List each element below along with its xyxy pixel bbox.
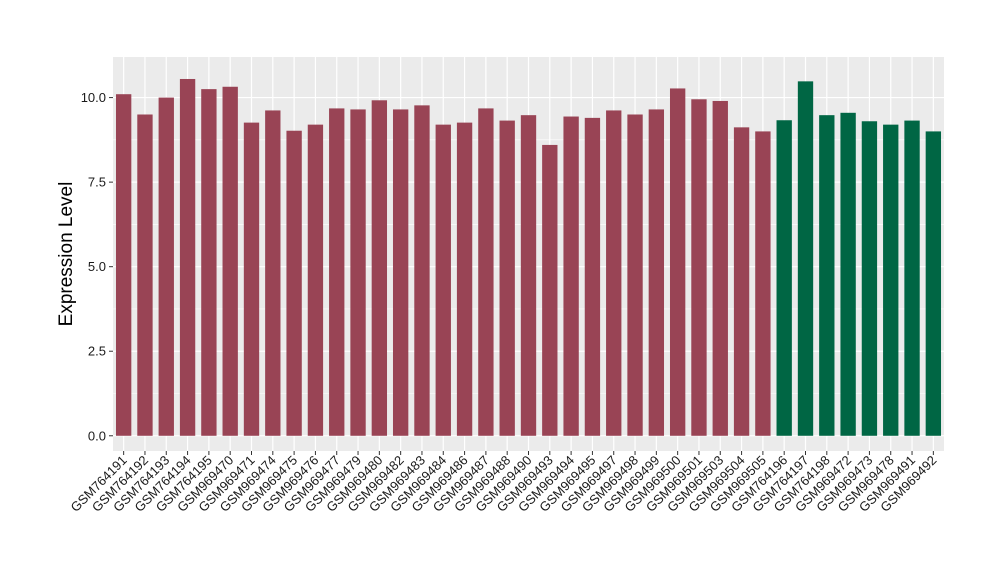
bar-GSM969504 (733, 127, 750, 436)
y-axis-title: Expression Level (56, 182, 77, 327)
y-tick-label: 5.0 (88, 259, 106, 274)
bar-GSM969472 (840, 112, 856, 436)
bar-GSM969479 (350, 109, 366, 436)
bar-GSM764197 (797, 81, 814, 436)
bar-GSM969474 (265, 110, 281, 436)
y-tick-label: 7.5 (88, 175, 106, 190)
bar-GSM969476 (307, 124, 324, 436)
bar-GSM969488 (499, 120, 515, 436)
x-axis: GSM764191GSM764192GSM764193GSM764194GSM7… (68, 451, 939, 515)
bar-GSM969482 (392, 109, 409, 436)
bar-GSM969498 (627, 114, 643, 436)
bar-GSM969477 (329, 108, 345, 436)
bar-GSM764195 (201, 89, 217, 436)
bars-group (115, 78, 942, 436)
bar-GSM764193 (158, 97, 174, 436)
bar-GSM969487 (478, 108, 494, 436)
bar-GSM969499 (648, 109, 665, 436)
bar-GSM969478 (883, 124, 899, 436)
bar-GSM969491 (904, 120, 920, 436)
bar-GSM969500 (669, 88, 686, 436)
bar-GSM969475 (286, 130, 302, 436)
bar-GSM969494 (563, 116, 579, 436)
bar-GSM969490 (520, 115, 537, 436)
bar-GSM764191 (115, 94, 132, 436)
bar-GSM969495 (584, 117, 601, 436)
bar-GSM764192 (137, 114, 153, 436)
bar-GSM969501 (691, 99, 707, 436)
bar-GSM764194 (179, 78, 196, 436)
bar-GSM969470 (222, 86, 238, 436)
bar-GSM969505 (755, 131, 771, 436)
y-tick-label: 0.0 (88, 428, 106, 443)
bar-GSM969483 (414, 105, 430, 436)
bar-GSM969486 (456, 122, 473, 436)
y-axis: 0.0 2.5 5.0 7.5 10.0 (81, 90, 113, 443)
y-tick-label: 2.5 (88, 344, 106, 359)
bar-GSM969471 (243, 122, 260, 436)
bar-GSM764198 (819, 115, 835, 436)
bar-GSM764196 (776, 120, 792, 436)
bar-GSM969493 (542, 144, 558, 436)
bar-GSM969492 (925, 131, 942, 436)
bar-GSM969480 (371, 100, 388, 436)
bar-GSM969497 (606, 110, 622, 436)
y-tick-label: 10.0 (81, 90, 106, 105)
bar-GSM969503 (712, 100, 728, 436)
bar-GSM969473 (861, 121, 878, 436)
bar-GSM969484 (435, 124, 451, 436)
